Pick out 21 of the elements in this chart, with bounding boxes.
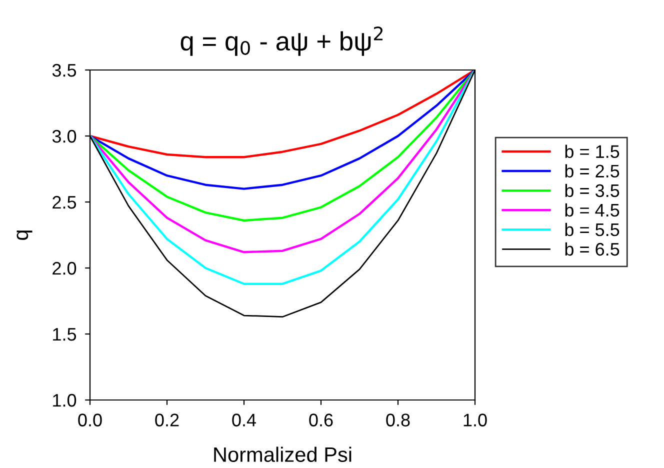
x-tick-label: 0.4 (232, 414, 256, 426)
y-tick-label: 1.0 (53, 394, 76, 407)
legend-label: b = 4.5 (565, 203, 620, 217)
x-axis-title: Normalized Psi (214, 446, 352, 462)
x-tick-label: 0.0 (78, 414, 102, 426)
legend-label: b = 1.5 (565, 144, 620, 158)
legend-label: b = 6.5 (565, 242, 620, 256)
y-tick-label: 2.5 (52, 196, 76, 209)
x-tick-label: 0.6 (309, 414, 333, 426)
legend-label: b = 5.5 (565, 222, 620, 236)
y-axis-title: q (16, 230, 32, 240)
x-tick-label: 0.2 (155, 414, 179, 426)
y-tick-label: 3.0 (52, 130, 76, 143)
legend-label: b = 2.5 (565, 164, 620, 178)
chart-title: q = q$_{0}$ - aψ + bψ$^{2}$ (180, 26, 383, 56)
x-tick-label: 0.8 (386, 414, 410, 426)
y-tick-label: 2.0 (52, 262, 76, 275)
y-tick-label: 3.5 (52, 64, 76, 77)
y-tick-label: 1.5 (53, 328, 76, 341)
legend-label: b = 3.5 (565, 184, 620, 198)
x-tick-label: 1.0 (464, 414, 487, 426)
